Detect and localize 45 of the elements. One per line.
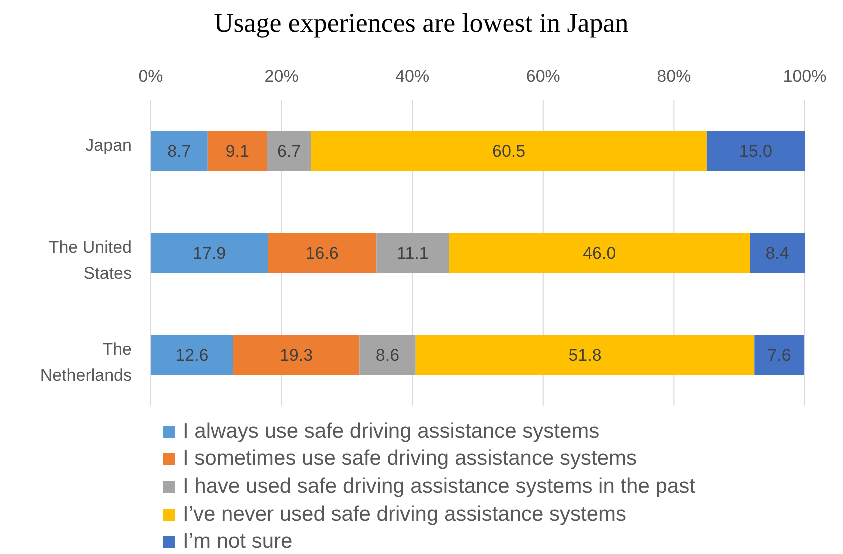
data-label: 51.8 [568, 346, 602, 364]
bar [208, 131, 268, 171]
y-tick-label: Japan [86, 136, 132, 155]
x-tick-label: 100% [783, 67, 827, 86]
data-label: 15.0 [739, 142, 772, 160]
data-label: 7.6 [768, 346, 792, 364]
legend-label: I’ve never used safe driving assistance systems [183, 502, 627, 526]
chart-title: Usage experiences are lowest in Japan [214, 8, 629, 38]
x-tick-label: 80% [657, 67, 692, 86]
bar [416, 335, 755, 375]
bar [268, 233, 377, 273]
bar [267, 131, 312, 171]
data-label: 46.0 [583, 244, 616, 262]
x-tick-label: 60% [526, 67, 560, 86]
data-label: 8.6 [376, 346, 400, 364]
legend-label: I’m not sure [183, 530, 293, 554]
data-label: 6.7 [278, 142, 302, 160]
x-tick-label: 40% [396, 67, 430, 86]
x-tick-label: 20% [264, 67, 299, 86]
y-tick-label: The Netherlands [40, 340, 132, 385]
y-tick-label: The United States [48, 238, 132, 283]
data-label: 9.1 [226, 142, 250, 160]
data-label: 12.6 [176, 346, 209, 364]
legend-label: I have used safe driving assistance systems in the past [183, 474, 696, 498]
bar [151, 233, 268, 273]
data-label: 8.7 [168, 142, 192, 160]
bar [754, 335, 804, 375]
data-label: 17.9 [192, 244, 226, 262]
data-label: 11.1 [397, 244, 429, 262]
bar [360, 335, 416, 375]
legend-label: I always use safe driving assistance systems [183, 420, 600, 443]
bar [151, 335, 234, 375]
data-label: 8.4 [766, 244, 790, 262]
bar [449, 233, 750, 273]
bar [376, 233, 450, 273]
legend-label: I sometimes use safe driving assistance systems [183, 447, 638, 470]
bar [311, 131, 707, 171]
bar [706, 131, 805, 171]
data-label: 16.6 [306, 244, 339, 262]
bar [233, 335, 360, 375]
data-label: 19.3 [280, 346, 314, 364]
x-tick-label: 0% [138, 67, 164, 86]
bar [750, 233, 805, 273]
bar [151, 131, 208, 171]
data-label: 60.5 [492, 142, 526, 160]
